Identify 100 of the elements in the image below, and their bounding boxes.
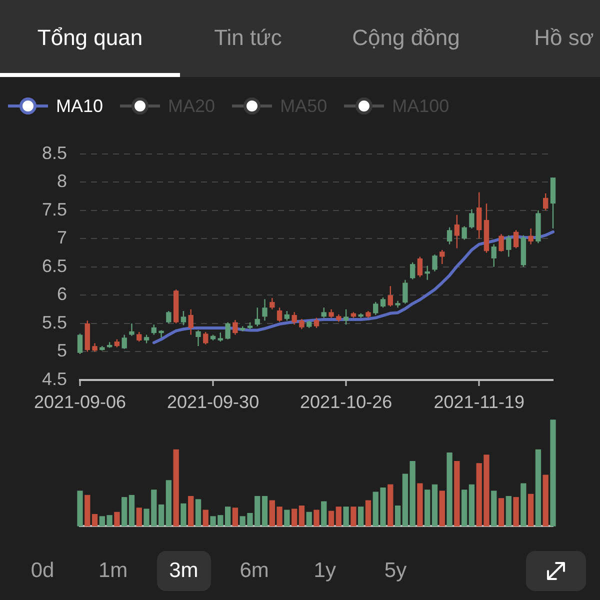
candlestick — [188, 308, 194, 336]
bar — [321, 501, 327, 526]
bar — [454, 461, 460, 526]
text: Cộng đồng — [352, 25, 460, 51]
x-tick-label: 2021-11-19 — [434, 392, 524, 412]
candlestick — [388, 286, 394, 308]
bar — [180, 503, 186, 526]
y-tick-label: 7 — [56, 228, 67, 248]
candlestick — [314, 317, 320, 329]
bar — [506, 496, 512, 526]
bar — [232, 508, 238, 526]
text: 3m — [169, 558, 198, 584]
bar — [394, 506, 401, 526]
bar — [84, 494, 90, 526]
bar — [365, 500, 372, 526]
text: 1y — [314, 558, 336, 584]
candlestick — [136, 331, 142, 342]
candlestick — [262, 298, 268, 322]
bar — [468, 484, 475, 526]
y-tick-label: 5 — [56, 340, 67, 361]
bar — [292, 508, 298, 526]
bar — [298, 506, 305, 526]
candlestick — [491, 244, 496, 268]
candlestick — [343, 308, 349, 326]
x-tick-label: 2021-09-06 — [34, 392, 126, 412]
bar — [550, 420, 556, 526]
candlestick — [276, 307, 282, 322]
bar — [439, 490, 445, 526]
bar — [417, 483, 423, 526]
bar — [388, 484, 394, 526]
candlestick — [417, 256, 423, 278]
bar — [284, 510, 290, 526]
text: 0d — [30, 558, 54, 584]
candlestick — [373, 301, 378, 316]
candlestick — [122, 334, 127, 350]
candlestick — [166, 310, 172, 324]
x-tick-label: 2021-10-26 — [300, 392, 392, 412]
y-tick-label: 4.5 — [42, 368, 67, 389]
text: 6m — [240, 558, 269, 584]
bar — [158, 504, 164, 526]
candlestick — [469, 208, 474, 230]
candlestick — [129, 322, 134, 336]
candlestick — [218, 332, 224, 342]
bar — [114, 512, 120, 526]
y-tick-label: 6 — [56, 284, 67, 304]
y-tick-label: 6.5 — [42, 256, 67, 276]
bar — [424, 490, 430, 526]
candlestick — [225, 322, 230, 340]
bar — [343, 506, 349, 526]
bar — [520, 483, 526, 526]
candlestick — [232, 319, 238, 336]
candlestick — [498, 234, 504, 252]
candlestick — [299, 318, 304, 330]
bar — [358, 506, 364, 526]
bar — [328, 510, 334, 526]
bar — [314, 510, 320, 526]
bar — [535, 449, 542, 526]
candlestick — [321, 307, 326, 318]
text: Tổng quan — [37, 25, 143, 51]
candlestick — [446, 226, 452, 245]
candlestick — [151, 324, 157, 336]
bar — [128, 494, 135, 526]
candlestick — [380, 296, 386, 308]
legend-label: MA10 — [56, 95, 104, 117]
bar — [350, 506, 356, 526]
candlestick — [528, 228, 534, 245]
bar — [188, 496, 194, 526]
bar — [195, 499, 202, 526]
candlestick — [292, 312, 297, 326]
candlestick — [254, 307, 260, 327]
bar — [432, 484, 438, 526]
bar — [461, 490, 468, 526]
bar — [77, 490, 83, 526]
candlestick — [180, 310, 186, 326]
bar — [92, 514, 98, 526]
y-tick-label: 5.5 — [42, 312, 67, 332]
bar — [446, 452, 452, 526]
text: 1m — [98, 558, 128, 584]
text: Hồ sơ — [534, 25, 594, 51]
candlestick — [543, 192, 548, 211]
bar — [513, 497, 519, 526]
candlestick — [410, 262, 416, 280]
candlestick — [402, 279, 408, 304]
y-tick-label: 8 — [56, 171, 67, 192]
bar — [166, 480, 172, 526]
y-tick-label: 7.5 — [42, 199, 67, 220]
candlestick — [454, 214, 460, 249]
text: Tin tức — [214, 25, 282, 51]
candlestick — [432, 254, 438, 272]
candlestick — [158, 330, 164, 338]
bar — [136, 508, 142, 526]
candlestick — [462, 226, 467, 240]
candlestick — [203, 331, 208, 345]
x-tick-label: 2021-09-30 — [166, 392, 260, 412]
candlestick — [476, 192, 482, 240]
bar — [491, 490, 497, 526]
bar — [202, 510, 208, 526]
candlestick — [284, 310, 290, 322]
candlestick — [506, 234, 512, 258]
candlestick — [77, 333, 83, 355]
